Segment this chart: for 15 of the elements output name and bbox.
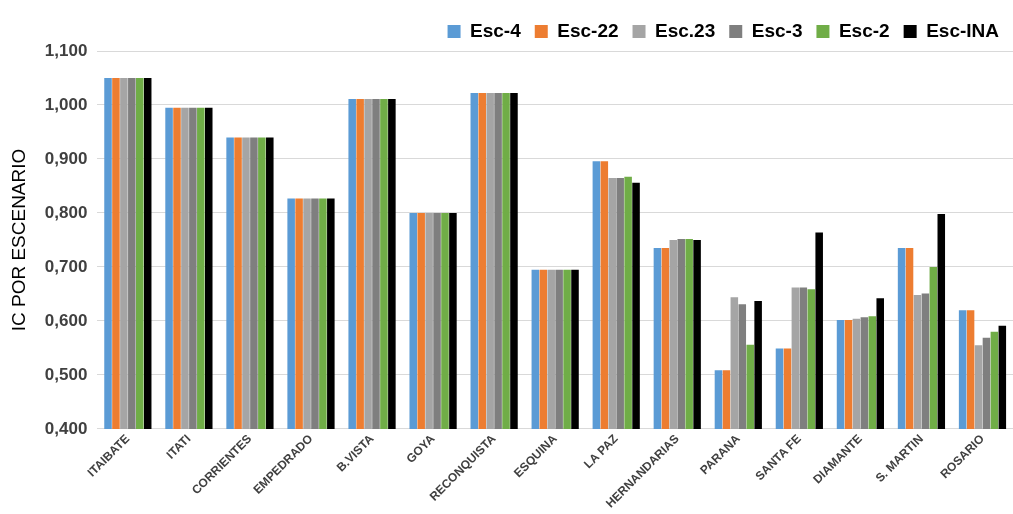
legend-label: Esc.23	[655, 19, 716, 41]
y-tick-label: 0,400	[44, 418, 88, 438]
y-tick-label: 0,600	[44, 310, 88, 330]
legend-label: Esc-4	[470, 19, 522, 41]
legend-label: Esc-INA	[926, 19, 1000, 41]
y-tick-label: 1,000	[44, 94, 88, 114]
y-tick-label: 1,100	[44, 40, 88, 60]
y-tick-label: 0,700	[44, 256, 88, 276]
legend-label: Esc-2	[838, 19, 890, 41]
legend-label: Esc-3	[751, 19, 803, 41]
y-tick-label: 0,900	[44, 148, 88, 168]
legend-label: Esc-22	[557, 19, 619, 41]
y-tick-label: 0,500	[44, 364, 88, 384]
y-axis-title: IC POR ESCENARIO	[7, 148, 29, 332]
y-tick-label: 0,800	[44, 202, 88, 222]
